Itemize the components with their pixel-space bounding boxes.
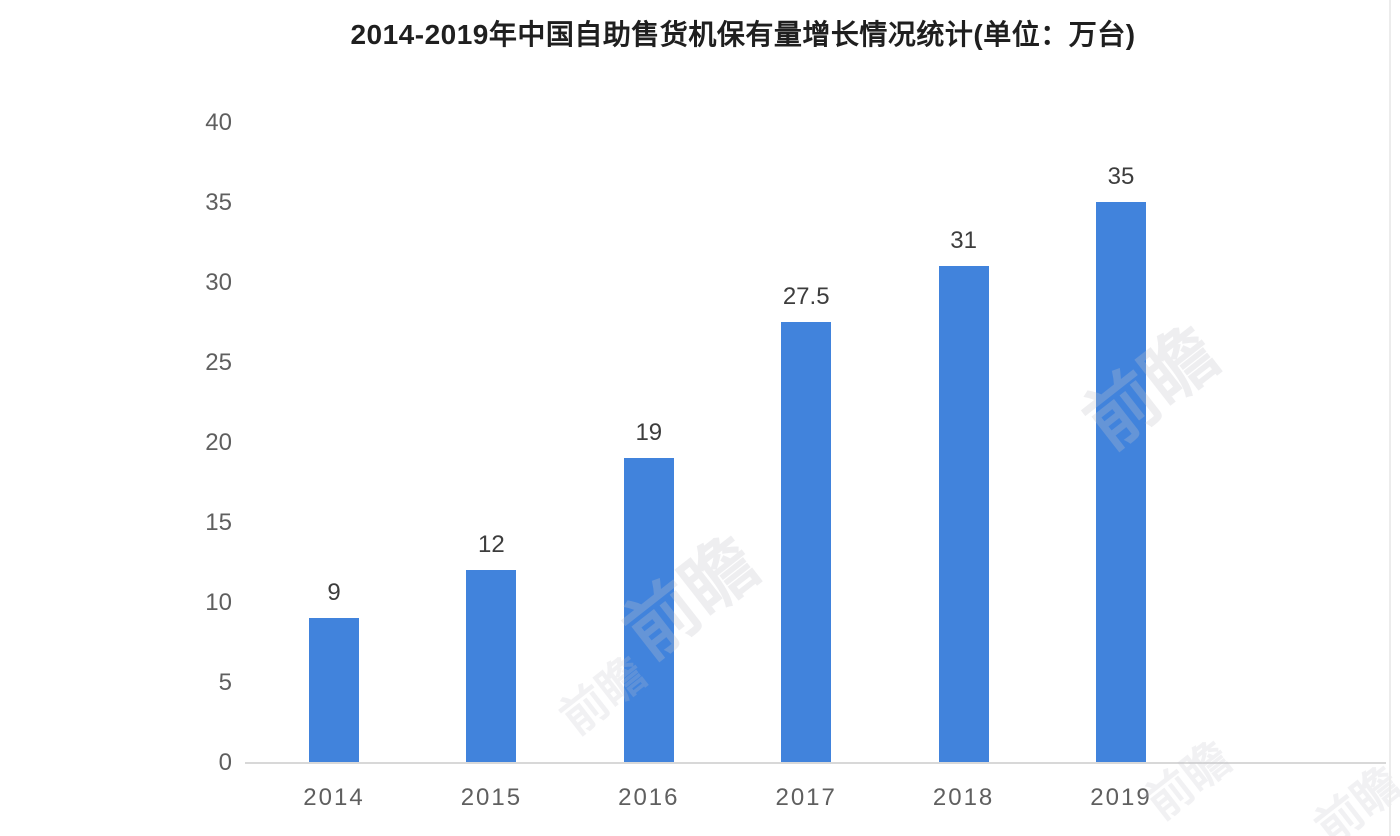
right-edge-line: [1389, 0, 1391, 836]
y-tick-label: 0: [218, 749, 232, 776]
chart-title: 2014-2019年中国自助售货机保有量增长情况统计(单位：万台): [350, 19, 1136, 50]
x-tick-label: 2019: [1090, 784, 1152, 811]
y-tick-label: 5: [218, 669, 232, 696]
watermark-text: 前瞻: [1135, 731, 1241, 830]
bar-2019: [1096, 202, 1146, 762]
y-tick-label: 10: [205, 589, 232, 616]
x-tick-label: 2016: [618, 784, 680, 811]
y-tick-label: 30: [205, 269, 232, 296]
y-tick-label: 15: [205, 509, 232, 536]
bar-value-label: 19: [635, 419, 663, 446]
y-tick-label: 25: [205, 349, 232, 376]
bar-2015: [466, 570, 517, 762]
x-axis-line: [245, 762, 1386, 764]
watermark-text: 前瞻: [1070, 312, 1233, 465]
bar-2014: [309, 618, 359, 762]
bar-2018: [938, 266, 989, 762]
bar-value-label: 27.5: [782, 283, 830, 310]
bar-2017: [781, 322, 832, 762]
bar-value-label: 9: [327, 579, 341, 606]
x-tick-label: 2018: [932, 784, 995, 811]
y-tick-label: 35: [205, 189, 232, 216]
x-tick-label: 2014: [303, 784, 365, 811]
bar-value-label: 35: [1107, 163, 1135, 190]
bar-value-label: 31: [950, 227, 977, 254]
y-tick-label: 20: [205, 429, 232, 456]
x-tick-label: 2017: [775, 784, 837, 811]
y-tick-label: 40: [205, 109, 232, 136]
x-tick-label: 2015: [460, 784, 523, 811]
bar-value-label: 12: [478, 531, 505, 558]
bar-2016: [623, 458, 674, 762]
